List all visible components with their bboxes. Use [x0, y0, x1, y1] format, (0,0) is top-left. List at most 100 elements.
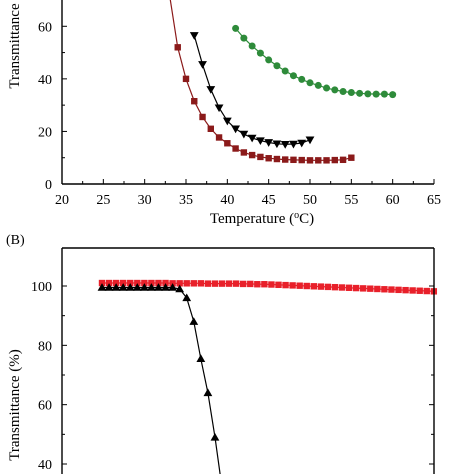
panel-b-series-1-point — [183, 280, 190, 287]
panel-b-series-2-point — [139, 283, 149, 291]
panel-a-series-1-point — [215, 134, 223, 141]
panel-b-series-1-point — [381, 286, 388, 293]
panel-a-series-3-point — [356, 89, 364, 97]
panel-a-series-3-point — [281, 67, 289, 75]
panel-b-series-2-point — [104, 283, 114, 291]
panel-a-series-1-point — [348, 154, 355, 161]
panel-a-series-2-point — [198, 61, 207, 69]
panel-b-series-2-point — [154, 283, 163, 291]
panel-b-series-1-point — [303, 282, 310, 290]
panel-b-series-1-point — [395, 286, 402, 294]
panel-a-series-1-point — [331, 156, 338, 164]
panel-a-series-2-point — [289, 140, 298, 149]
panel-a-x-tick-label: 50 — [303, 193, 317, 208]
panel-b-series-2-point — [125, 283, 135, 291]
panel-b-series-1-point — [402, 286, 409, 294]
panel-b: (B) 40 60 80 100 Transmittance (%) — [6, 233, 438, 474]
panel-b-y-tick-label: 60 — [38, 399, 52, 414]
panel-a-series-2-point — [256, 137, 265, 146]
panel-a-series-lines — [169, 0, 393, 161]
panel-b-series-1-point — [240, 280, 247, 288]
panel-b-series-2-point — [132, 283, 142, 291]
panel-a-series-3-point — [306, 79, 314, 87]
panel-a-series-3-point — [389, 91, 397, 99]
panel-a-series-3-line — [235, 28, 393, 96]
panel-a-y-axis-title: Transmittance — [7, 3, 23, 89]
panel-b-series-1-point — [331, 283, 339, 291]
panel-b-series-1-point — [98, 279, 106, 287]
panel-b-series-1-point — [127, 279, 134, 287]
panel-b-series-1-point — [275, 281, 282, 289]
panel-b-series-2-point — [97, 283, 107, 291]
panel-a-series-3-point — [265, 56, 273, 64]
panel-b-series-1-point — [268, 281, 275, 288]
panel-b-series-1-point — [261, 281, 268, 288]
panel-a-series-2-point — [264, 139, 274, 147]
panel-b-series-1-point — [317, 283, 325, 290]
panel-b-series-1-point — [141, 279, 148, 287]
panel-b-series-1-point — [352, 284, 360, 292]
panel-b-series-2-point — [175, 284, 185, 293]
panel-a-x-tick-label: 60 — [386, 193, 400, 208]
panel-b-series-1-point — [416, 287, 423, 294]
panel-a-series-1-point — [191, 98, 198, 105]
panel-a-x-tick-label: 40 — [220, 193, 234, 208]
panel-a-series-1-point — [315, 157, 322, 164]
panel-b-series-1-point — [388, 286, 395, 293]
panel-a-y-tick-label: 20 — [38, 125, 52, 140]
panel-a-series-3-point — [372, 90, 380, 98]
panel-a-series-2-point — [222, 117, 232, 126]
panel-a-series-1-point — [224, 140, 231, 147]
panel-a-x-tick-label: 45 — [262, 193, 276, 208]
panel-a-series-3-point — [256, 49, 264, 57]
panel-a-series-1-point — [339, 156, 347, 164]
panel-a-series-1-point — [323, 157, 330, 164]
panel-b-series-1-point — [409, 287, 416, 294]
panel-a-series-2-point — [239, 130, 249, 139]
panel-b-series-1-point — [423, 287, 430, 295]
panel-a-y-tick-label: 60 — [38, 20, 52, 35]
panel-b-series-1-point — [345, 284, 353, 291]
panel-a-series-3-point — [273, 62, 281, 70]
panel-b-label: (B) — [6, 233, 25, 248]
panel-a-series-2-point — [272, 140, 282, 149]
panel-b-series-1-point — [176, 280, 183, 287]
panel-a-series-3-point — [298, 75, 306, 83]
panel-b-series-2-point — [161, 283, 170, 291]
panel-a-x-tick-label: 55 — [344, 193, 358, 208]
panel-a-series-3-point — [380, 90, 388, 98]
panel-b-series-1-point — [367, 285, 374, 292]
panel-b-series-1-point — [204, 280, 212, 287]
panel-b-series-2-point — [189, 317, 199, 325]
panel-b-series-lines — [102, 282, 434, 474]
panel-a-series-1-point — [273, 155, 281, 163]
panel-a-series-3-point — [314, 81, 322, 89]
panel-a-series-1-point — [298, 156, 305, 164]
panel-a-y-tick-label: 40 — [38, 73, 52, 88]
panel-a-series-3-point — [364, 90, 372, 98]
panel-b-series-2-point — [118, 283, 128, 291]
panel-b-series-2-point — [182, 293, 192, 302]
panel-a-series-2-point — [214, 104, 224, 113]
panel-a-series-2-point — [297, 139, 307, 148]
panel-b-series-1-point — [338, 284, 346, 291]
panel-b-series-1-point — [232, 280, 240, 287]
panel-b-series-1-point — [190, 280, 197, 287]
panel-b-series-1-point — [134, 279, 141, 287]
panel-b-series-2-point — [196, 354, 206, 362]
panel-a-series-1-point — [248, 151, 256, 159]
panel-a-y-tick-label: 0 — [45, 178, 52, 193]
panel-a-series-3-point — [339, 87, 347, 95]
panel-a-series-3-point — [289, 72, 297, 80]
panel-b-series-1-point — [162, 279, 169, 287]
panel-b-series-1-point — [282, 281, 289, 289]
panel-a-series-1-point — [306, 157, 314, 164]
panel-a-series-1-point — [182, 75, 190, 83]
panel-a-series-2-point — [305, 136, 315, 145]
panel-a-x-tick-label: 35 — [179, 193, 193, 208]
panel-a-series-2-point — [280, 141, 290, 149]
panel-a-x-tick-label: 20 — [55, 193, 69, 208]
panel-a-x-tick-label: 25 — [96, 193, 110, 208]
panel-a-series-1-point — [240, 149, 248, 156]
